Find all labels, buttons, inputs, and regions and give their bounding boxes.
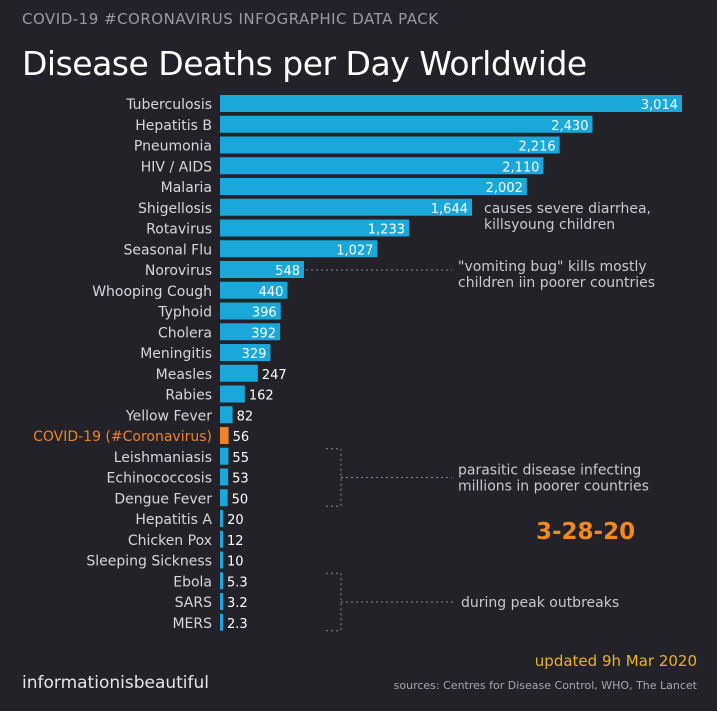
bar: [220, 344, 271, 361]
value-label: 2,002: [486, 181, 523, 196]
category-label: COVID-19 (#Coronavirus): [33, 429, 212, 445]
annotation-text: "vomiting bug" kills mostly: [458, 259, 647, 275]
category-label: Hepatitis B: [135, 118, 212, 134]
category-label: Shigellosis: [138, 201, 212, 217]
date-stamp: 3-28-20: [536, 519, 636, 545]
annotation-text: children iin poorer countries: [458, 275, 655, 291]
bar: [220, 302, 281, 320]
bar: [220, 406, 233, 424]
value-label: 2.3: [227, 617, 248, 632]
bar: [220, 489, 228, 507]
bar: [220, 136, 560, 154]
bar: [220, 593, 223, 610]
bar: [220, 157, 544, 175]
value-label: 396: [252, 306, 277, 321]
category-label: Typhoid: [157, 305, 212, 321]
page-title: Disease Deaths per Day Worldwide: [22, 44, 587, 83]
category-label: Seasonal Flu: [123, 242, 212, 258]
category-label: Pneumonia: [134, 139, 212, 155]
bar: [220, 323, 281, 341]
infographic-tag: COVID-19 #CORONAVIRUS INFOGRAPHIC DATA P…: [22, 10, 439, 28]
bar: [220, 385, 245, 403]
bar: [220, 613, 223, 631]
category-label: Rabies: [165, 388, 212, 404]
bar: [220, 364, 258, 382]
category-label: Rotavirus: [146, 222, 212, 238]
bar: [220, 468, 229, 486]
value-label: 5.3: [227, 575, 248, 590]
category-label: Malaria: [161, 180, 212, 196]
value-label: 10: [227, 555, 244, 570]
value-label: 1,233: [368, 223, 405, 238]
annotation-text: parasitic disease infecting: [458, 463, 641, 479]
category-label: Cholera: [158, 325, 212, 341]
value-label: 50: [232, 492, 249, 507]
annotation-text: causes severe diarrhea,: [484, 201, 651, 217]
bar: [220, 530, 223, 548]
value-label: 329: [242, 347, 267, 362]
bar: [220, 427, 229, 444]
category-label: Tuberculosis: [125, 97, 212, 113]
value-label: 2,430: [551, 119, 588, 134]
value-label: 440: [259, 285, 284, 300]
value-label: 2,110: [502, 160, 539, 175]
annotation-text: killsyoung children: [484, 217, 615, 233]
category-label: Hepatitis A: [135, 512, 212, 528]
bar: [220, 115, 593, 133]
value-label: 1,644: [431, 202, 468, 217]
value-label: 3.2: [227, 596, 248, 611]
value-label: 53: [232, 472, 249, 487]
bar: [220, 240, 378, 258]
category-label: Echinococcosis: [107, 471, 212, 487]
category-label: Measles: [156, 367, 212, 383]
value-label: 162: [249, 389, 274, 404]
value-label: 1,027: [336, 243, 373, 258]
value-label: 20: [227, 513, 244, 528]
bar: [220, 95, 682, 112]
category-label: Sleeping Sickness: [86, 554, 212, 570]
category-label: Chicken Pox: [128, 533, 212, 549]
updated-note: updated 9h Mar 2020: [534, 652, 697, 670]
bar: [220, 261, 304, 278]
value-label: 82: [237, 409, 254, 424]
value-label: 548: [275, 264, 300, 279]
bar: [220, 510, 224, 527]
category-label: Ebola: [173, 574, 212, 590]
category-label: Meningitis: [140, 346, 212, 362]
bar: [220, 198, 472, 216]
value-label: 55: [232, 451, 249, 466]
bar: [220, 178, 527, 195]
annotation-text: millions in poorer countries: [458, 479, 649, 495]
value-label: 12: [227, 534, 244, 549]
category-label: Yellow Fever: [125, 408, 212, 424]
annotation-text: during peak outbreaks: [461, 595, 619, 611]
bar: [220, 219, 409, 237]
category-label: HIV / AIDS: [141, 159, 212, 175]
value-label: 392: [251, 326, 276, 341]
value-label: 56: [233, 430, 250, 445]
category-label: MERS: [172, 616, 212, 632]
bar: [220, 572, 223, 590]
category-label: Dengue Fever: [114, 491, 212, 507]
value-label: 2,216: [518, 140, 555, 155]
category-label: Leishmaniasis: [114, 450, 212, 466]
brand-logo-text: informationisbeautiful: [22, 673, 210, 693]
bar: [220, 447, 229, 465]
bar: [220, 551, 223, 569]
value-label: 3,014: [641, 98, 678, 113]
category-label: Whooping Cough: [92, 284, 212, 300]
category-label: Norovirus: [145, 263, 212, 279]
value-label: 247: [262, 368, 287, 383]
category-label: SARS: [175, 595, 212, 611]
sources-note: sources: Centres for Disease Control, WH…: [393, 679, 697, 692]
bar: [220, 281, 288, 299]
